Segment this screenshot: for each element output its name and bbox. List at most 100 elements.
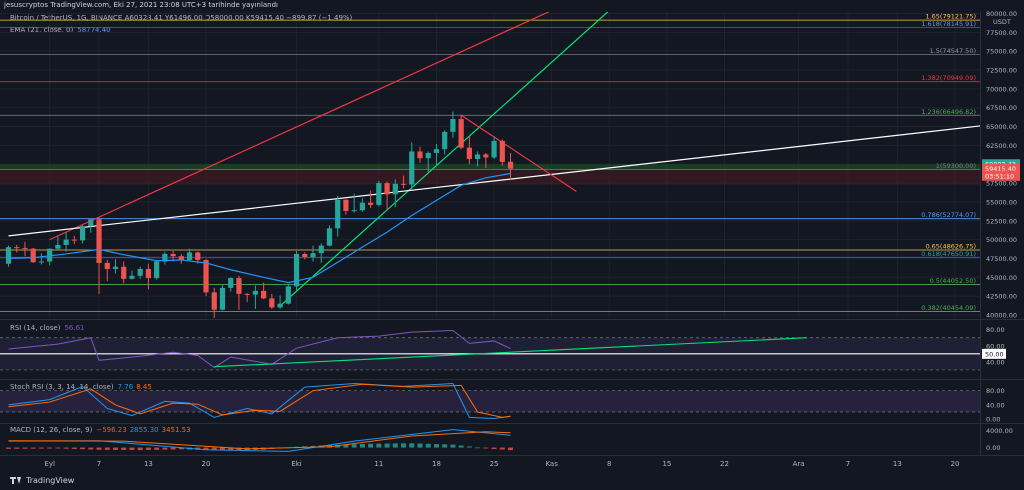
rsi-tick-label: 40.00 xyxy=(986,358,1005,366)
price-badge-text: 59415.40 xyxy=(985,165,1016,173)
time-tick-label: 20 xyxy=(202,460,211,468)
macd-hist-bar xyxy=(145,447,151,450)
time-tick-label: 7 xyxy=(97,460,101,468)
stoch-label: Stoch RSI (3, 3, 14, 14, close) xyxy=(10,383,114,391)
candle-body xyxy=(475,154,481,159)
macd-hist-bar xyxy=(38,447,44,449)
macd-hist-bar xyxy=(96,447,102,450)
candle-body xyxy=(236,278,242,294)
price-tick-label: 40000.00 xyxy=(986,311,1017,319)
price-badge xyxy=(982,170,1020,181)
rsi-tick-label: 80.00 xyxy=(986,326,1005,334)
stoch-tick-label: 0.00 xyxy=(986,416,1000,424)
ema-legend[interactable]: EMA (21, close, 0) 58774.40 xyxy=(10,26,111,34)
macd-hist-bar xyxy=(442,444,448,448)
ema-line xyxy=(8,172,511,284)
candle-body xyxy=(5,247,12,264)
macd-hist-bar xyxy=(368,443,374,448)
price-badge xyxy=(982,163,1020,174)
candle-body xyxy=(203,259,209,293)
macd-hist-bar xyxy=(508,447,514,451)
macd-hist-bar xyxy=(104,447,110,450)
stoch-legend[interactable]: Stoch RSI (3, 3, 14, 14, close) 7.76 8.45 xyxy=(10,383,152,391)
stoch-band xyxy=(0,390,980,413)
candle-body xyxy=(252,290,258,295)
stoch-d-value: 8.45 xyxy=(136,383,152,391)
candle-body xyxy=(22,247,28,249)
time-tick-label: 13 xyxy=(893,460,902,468)
macd-hist-bar xyxy=(71,447,77,449)
macd-hist-bar xyxy=(417,443,423,448)
candle-body xyxy=(170,253,176,257)
candle-body xyxy=(277,303,283,308)
candle-body xyxy=(14,247,20,249)
price-tick-label: 80000.00 xyxy=(986,10,1017,18)
time-tick-label: 20 xyxy=(950,460,959,468)
price-tick-label: 50000.00 xyxy=(986,236,1017,244)
macd-tick-label: 0.00 xyxy=(986,444,1000,452)
currency-label: USDT xyxy=(993,18,1011,26)
time-tick-label: 22 xyxy=(720,460,729,468)
green-support-line xyxy=(279,12,609,307)
macd-hist-bar xyxy=(499,447,505,450)
fib-level-label: 0.382(40454.09) xyxy=(921,304,976,312)
candle-body xyxy=(285,286,291,304)
tradingview-logo[interactable]: TradingView xyxy=(10,476,74,485)
price-tick-label: 47500.00 xyxy=(986,255,1017,263)
time-tick-label: 7 xyxy=(846,460,850,468)
macd-hist-bar xyxy=(121,447,127,450)
candle-body xyxy=(433,149,440,153)
stoch-tick-label: 80.00 xyxy=(986,387,1005,395)
macd-hist-bar xyxy=(112,447,118,450)
price-tick-label: 75000.00 xyxy=(986,48,1017,56)
ema-value: 58774.40 xyxy=(77,26,111,34)
price-tick-label: 67500.00 xyxy=(986,104,1017,112)
candle-body xyxy=(137,269,143,276)
macd-hist-bar xyxy=(55,447,61,449)
time-tick-label: Eki xyxy=(291,460,301,468)
candle-body xyxy=(129,275,135,279)
candle-body xyxy=(88,219,94,227)
macd-hist-bar xyxy=(475,447,481,449)
macd-hist-bar xyxy=(483,447,489,449)
macd-hist-bar xyxy=(30,447,36,449)
candle-body xyxy=(507,161,514,169)
price-tick-label: 62500.00 xyxy=(986,142,1017,150)
macd-signal-line xyxy=(8,431,511,450)
time-tick-label: Eyl xyxy=(44,460,55,468)
candle-body xyxy=(335,199,341,229)
rsi-pane xyxy=(0,329,980,371)
candle-body xyxy=(326,228,333,246)
candle-body xyxy=(491,140,497,158)
time-tick-label: 11 xyxy=(374,460,383,468)
candle-body xyxy=(392,183,398,195)
macd-legend[interactable]: MACD (12, 26, close, 9) −596.23 2855.30 345… xyxy=(10,426,191,434)
fib-level-label: 0.618(47650.91) xyxy=(921,250,976,258)
fib-level-label: 0.65(48626.75) xyxy=(925,242,976,250)
candle-body xyxy=(318,245,324,254)
price-badge-text: 03:51:10 xyxy=(985,172,1014,180)
candle-body xyxy=(79,226,86,241)
candle-body xyxy=(195,252,201,260)
macd-hist-value: −596.23 xyxy=(96,426,127,434)
macd-hist-bar xyxy=(6,447,11,449)
macd-tick-label: 4000.00 xyxy=(986,427,1013,435)
rsi-legend[interactable]: RSI (14, close) 56.61 xyxy=(10,324,85,332)
time-tick-label: Kas xyxy=(545,460,558,468)
publisher-line: jesuscryptos TradingView.com, Eki 27, 20… xyxy=(4,1,278,9)
candle-body xyxy=(376,183,382,205)
candle-body xyxy=(310,253,316,257)
tradingview-icon xyxy=(10,477,22,484)
candle-body xyxy=(112,266,119,270)
macd-hist-bar xyxy=(392,443,398,448)
rsi-value: 56.61 xyxy=(64,324,85,332)
price-tick-label: 57500.00 xyxy=(986,180,1017,188)
symbol-legend[interactable]: Bitcoin / TetherUS, 1G, BINANCE A60328.4… xyxy=(10,14,353,22)
macd-signal-value: 3451.53 xyxy=(161,426,191,434)
macd-hist-bar xyxy=(219,447,225,451)
candle-body xyxy=(269,298,275,308)
candle-body xyxy=(466,147,472,159)
candle-body xyxy=(351,210,357,212)
macd-hist-bar xyxy=(343,444,349,448)
